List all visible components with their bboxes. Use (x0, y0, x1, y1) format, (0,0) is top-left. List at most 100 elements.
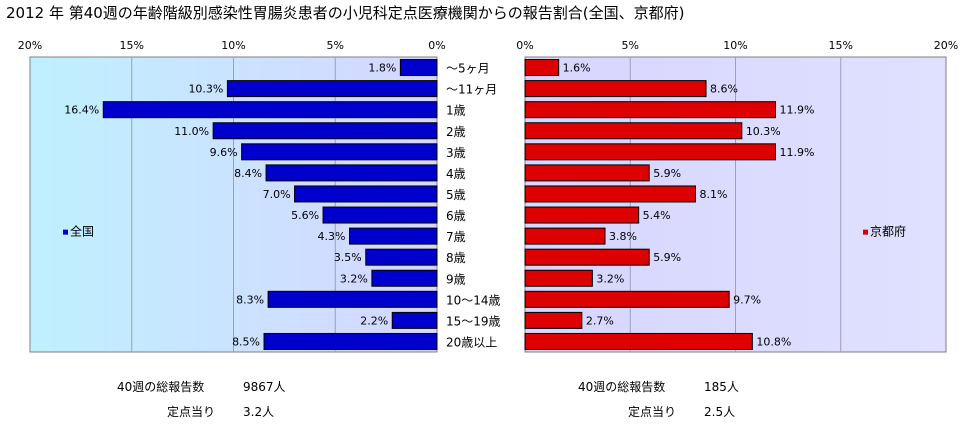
national-bar (371, 269, 438, 287)
age-category-label: ～11ヶ月 (446, 83, 497, 97)
kyoto-bar (524, 59, 560, 77)
national-data-label: 16.4% (64, 104, 99, 117)
age-category-label: 6歳 (446, 209, 466, 223)
national-bar (241, 143, 438, 161)
age-category-label: 2歳 (446, 125, 466, 139)
age-category-label: 20歳以上 (446, 335, 497, 349)
kyoto-data-label: 10.3% (746, 125, 781, 138)
age-category-label: 4歳 (446, 167, 466, 181)
national-data-label: 3.5% (334, 251, 362, 264)
kyoto-tick-label: 10% (723, 39, 747, 52)
kyoto-tick-label: 0% (516, 39, 533, 52)
kyoto-bar (524, 143, 776, 161)
national-bar (322, 206, 438, 224)
national-bar (348, 227, 438, 245)
kyoto-total-label: 40週の総報告数 (578, 380, 666, 394)
age-category-label: 1歳 (446, 104, 466, 118)
national-data-label: 1.8% (368, 62, 396, 75)
kyoto-data-label: 8.1% (700, 188, 728, 201)
kyoto-tick-label: 5% (622, 39, 639, 52)
national-bar (391, 311, 438, 329)
kyoto-legend-label: 京都府 (870, 224, 906, 239)
kyoto-data-label: 11.9% (779, 146, 814, 159)
age-category-label: 10～14歳 (446, 293, 501, 307)
kyoto-total-value: 185人 (704, 380, 739, 394)
kyoto-per-site-value: 2.5人 (704, 405, 736, 419)
national-bar (263, 332, 438, 350)
kyoto-data-label: 5.9% (653, 167, 681, 180)
national-data-label: 8.5% (232, 335, 260, 348)
age-category-labels: ～5ヶ月 ～11ヶ月 1歳 2歳 3歳 4歳 5歳 6歳 7歳 8歳 9歳 10～14歳 15～19歳 2… (446, 62, 501, 350)
age-category-label: 8歳 (446, 251, 466, 265)
national-legend-swatch (63, 229, 68, 235)
population-pyramid-chart: 0% 5% 10% 15% 20% 1.8% 10.3% 16.4% 11.0%9.6% 8.4%… (18, 39, 958, 353)
national-per-site-label: 定点当り (167, 405, 216, 419)
national-bar (294, 185, 438, 203)
national-bar (267, 290, 438, 308)
kyoto-bar (524, 332, 753, 350)
age-category-label: 5歳 (446, 188, 466, 202)
national-bar (399, 59, 438, 77)
national-data-label: 11.0% (174, 125, 209, 138)
age-category-label: 15～19歳 (446, 314, 501, 328)
kyoto-data-label: 5.4% (643, 209, 671, 222)
national-data-label: 9.6% (210, 146, 238, 159)
kyoto-tick-label: 20% (934, 39, 958, 52)
kyoto-per-site-label: 定点当り (628, 405, 677, 419)
national-tick-label: 5% (327, 39, 344, 52)
national-data-label: 10.3% (188, 83, 223, 96)
national-tick-label: 20% (18, 39, 42, 52)
kyoto-bar (524, 101, 776, 119)
kyoto-bar (524, 227, 606, 245)
national-tick-label: 0% (428, 39, 445, 52)
national-data-label: 4.3% (318, 230, 346, 243)
age-category-label: 3歳 (446, 146, 466, 160)
kyoto-data-label: 3.2% (596, 272, 624, 285)
kyoto-total-row: 40週の総報告数 185人 (578, 378, 739, 395)
national-summary: 40週の総報告数 9867人 定点当り 3.2人 (117, 378, 286, 420)
kyoto-data-label: 3.8% (609, 230, 637, 243)
national-bar (102, 101, 438, 119)
national-legend-label: 全国 (70, 224, 94, 239)
kyoto-bar (524, 164, 650, 182)
national-total-row: 40週の総報告数 9867人 (117, 378, 286, 395)
kyoto-bar (524, 80, 707, 98)
kyoto-bar (524, 290, 730, 308)
kyoto-per-site-row: 定点当り 2.5人 (578, 403, 739, 420)
kyoto-summary: 40週の総報告数 185人 定点当り 2.5人 (578, 378, 739, 420)
national-total-label: 40週の総報告数 (117, 380, 205, 394)
national-data-label: 8.4% (234, 167, 262, 180)
kyoto-bar (524, 311, 583, 329)
national-data-label: 5.6% (291, 209, 319, 222)
national-bar (365, 248, 438, 266)
national-bar (226, 80, 438, 98)
national-data-label: 3.2% (340, 272, 368, 285)
national-panel: 0% 5% 10% 15% 20% 1.8% 10.3% 16.4% 11.0%9.6% 8.4%… (18, 39, 446, 353)
kyoto-tick-label: 15% (829, 39, 853, 52)
kyoto-bar (524, 206, 640, 224)
kyoto-bar (524, 122, 743, 140)
national-bar (265, 164, 438, 182)
kyoto-panel: 0% 5% 10% 15% 20% 1.6% 8.6% 11.9% 10.3% 11.9% 5.9%… (516, 39, 958, 353)
kyoto-data-label: 2.7% (586, 314, 614, 327)
national-per-site-row: 定点当り 3.2人 (117, 403, 286, 420)
national-total-value: 9867人 (243, 380, 286, 394)
kyoto-data-label: 11.9% (779, 104, 814, 117)
age-category-label: ～5ヶ月 (446, 62, 490, 76)
national-data-label: 2.2% (360, 314, 388, 327)
national-data-label: 8.3% (236, 293, 264, 306)
kyoto-bar (524, 248, 650, 266)
kyoto-bar (524, 185, 697, 203)
national-per-site-value: 3.2人 (243, 405, 275, 419)
kyoto-data-label: 9.7% (733, 293, 761, 306)
kyoto-data-label: 8.6% (710, 83, 738, 96)
national-tick-label: 10% (221, 39, 245, 52)
kyoto-data-label: 5.9% (653, 251, 681, 264)
kyoto-data-label: 1.6% (563, 62, 591, 75)
page-title: 2012 年 第40週の年齢階級別感染性胃腸炎患者の小児科定点医療機関からの報告… (6, 4, 685, 22)
national-bar (212, 122, 438, 140)
kyoto-data-label: 10.8% (756, 335, 791, 348)
kyoto-bar (524, 269, 593, 287)
national-data-label: 7.0% (263, 188, 291, 201)
national-tick-label: 15% (120, 39, 144, 52)
